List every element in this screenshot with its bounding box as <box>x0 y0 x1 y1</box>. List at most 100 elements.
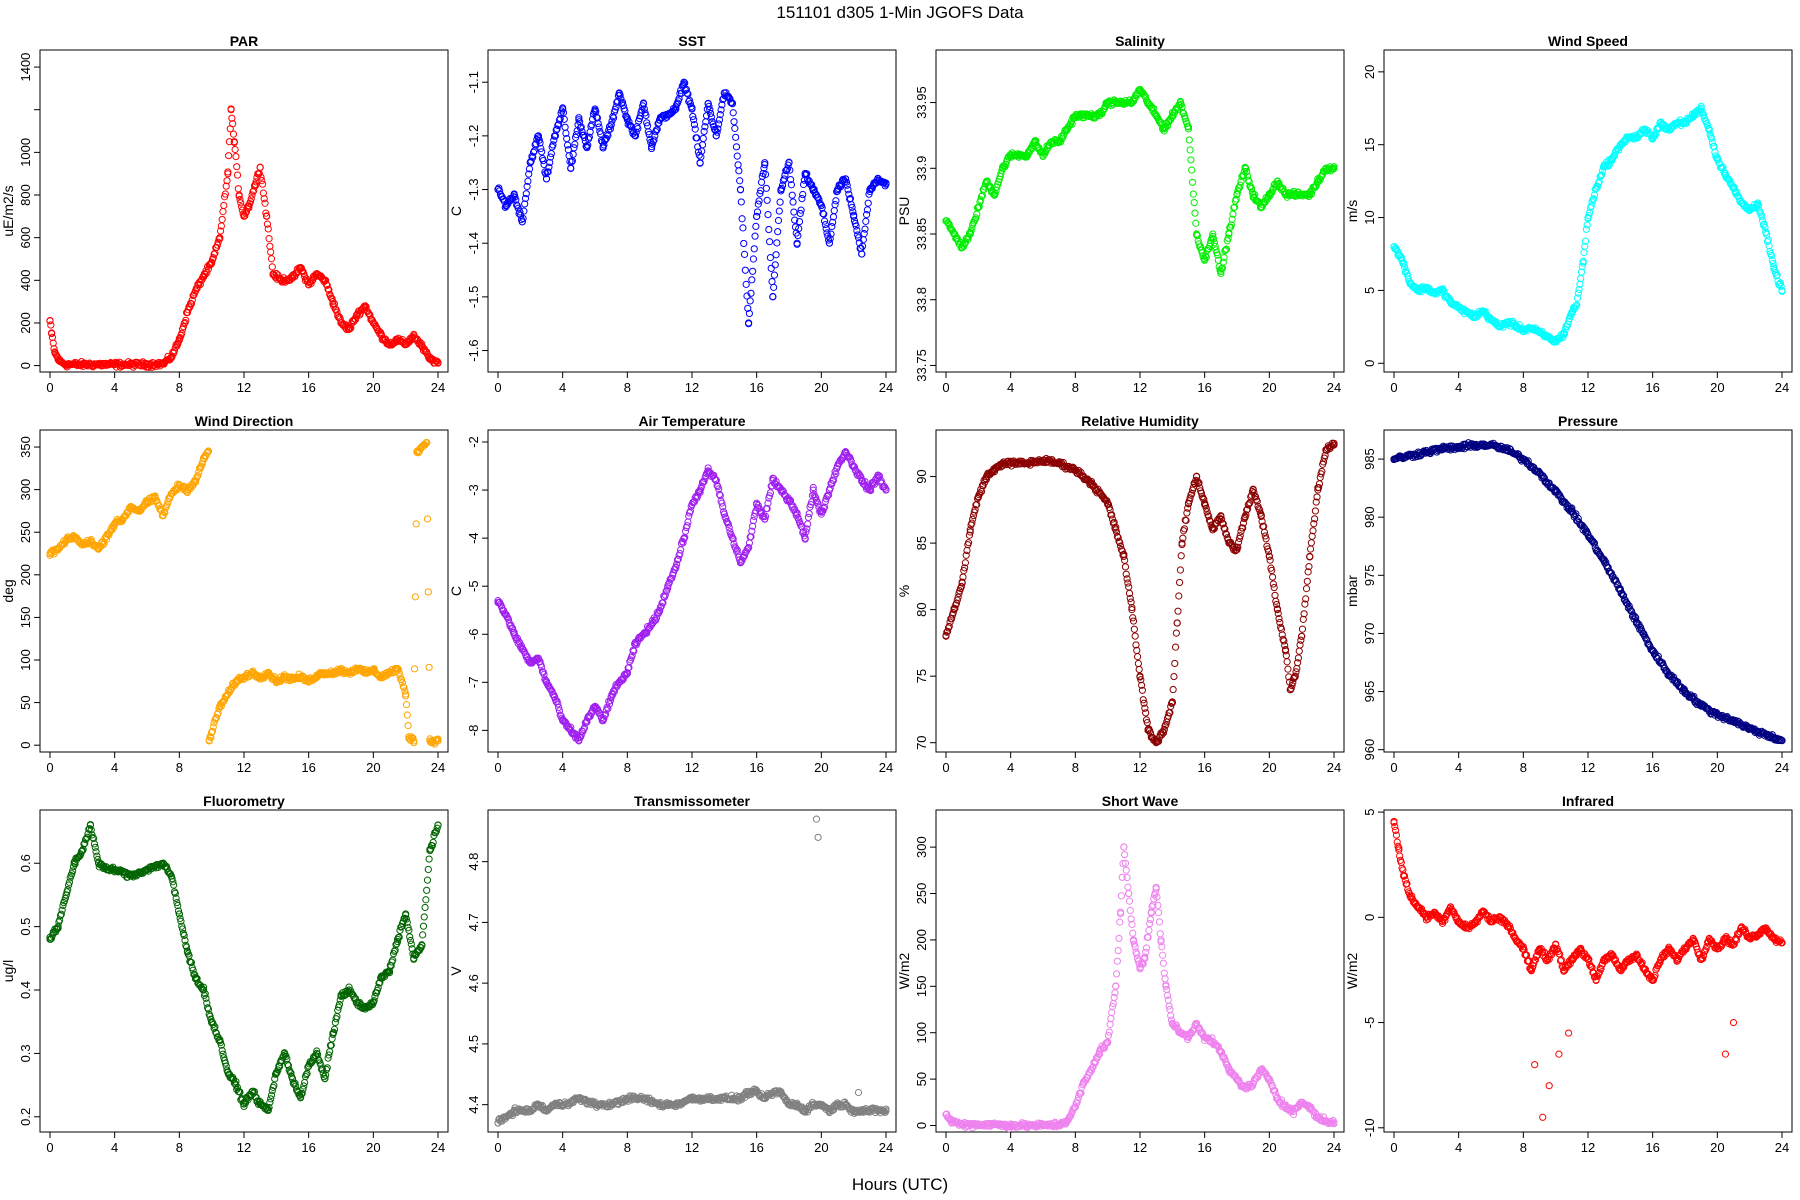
data-point-anchor <box>240 212 248 220</box>
x-tick-label: 0 <box>1390 380 1397 395</box>
data-point <box>223 177 231 185</box>
data-point <box>1224 234 1232 242</box>
data-point-anchor <box>1495 323 1503 331</box>
data-point <box>694 143 702 151</box>
data-point-anchor <box>1160 125 1168 133</box>
data-point <box>514 204 522 212</box>
data-point <box>737 198 745 206</box>
data-point-anchor <box>418 443 426 451</box>
data-point-anchor <box>793 239 801 247</box>
data-point-anchor <box>942 217 950 225</box>
data-point-anchor <box>1298 632 1306 640</box>
data-point <box>661 591 669 599</box>
data-point-anchor <box>321 669 329 677</box>
plot-frame <box>935 429 1345 753</box>
data-point <box>1180 525 1189 533</box>
data-point <box>588 115 597 123</box>
panel-title: SST <box>678 33 706 49</box>
data-point <box>539 156 547 165</box>
y-tick-label: 100 <box>18 649 33 671</box>
data-point <box>521 200 529 208</box>
data-point <box>1282 651 1290 660</box>
data-point-anchor <box>313 270 321 278</box>
data-point <box>762 184 770 192</box>
data-point <box>1255 505 1263 513</box>
data-point <box>845 190 853 198</box>
data-point <box>570 144 578 152</box>
data-point <box>756 189 764 198</box>
data-point <box>1187 491 1195 499</box>
y-tick-label: 90 <box>914 469 929 483</box>
plot-frame <box>1383 49 1793 373</box>
data-point <box>282 276 290 285</box>
data-point <box>250 187 258 195</box>
data-point <box>1245 500 1253 508</box>
data-point-anchor <box>1289 190 1298 199</box>
data-point <box>1220 254 1228 262</box>
data-point <box>1190 198 1198 207</box>
data-point <box>773 239 781 247</box>
data-point <box>771 261 779 269</box>
data-point-anchor <box>850 462 858 470</box>
data-point <box>1159 729 1168 737</box>
data-point <box>1275 615 1283 623</box>
data-point-anchor <box>1600 162 1608 171</box>
data-point-anchor <box>990 190 999 199</box>
data-point <box>1708 134 1716 142</box>
data-point <box>1619 592 1628 600</box>
data-point-anchor <box>688 500 696 509</box>
data-point <box>776 198 784 206</box>
data-point <box>1197 489 1206 497</box>
data-point-anchor <box>841 175 850 183</box>
data-point-anchor <box>1257 204 1265 212</box>
data-point <box>1759 217 1767 225</box>
data-point <box>595 123 603 131</box>
data-point <box>1756 209 1764 217</box>
data-point <box>1162 123 1170 131</box>
data-point-anchor <box>1120 98 1128 107</box>
data-point <box>831 201 839 209</box>
y-tick-label: 85 <box>914 536 929 550</box>
data-point <box>1312 181 1320 190</box>
data-point-anchor <box>1406 279 1414 287</box>
data-point-anchor <box>1249 190 1257 199</box>
data-point <box>1127 598 1135 606</box>
data-point <box>1765 242 1773 250</box>
data-point <box>549 141 557 149</box>
y-axis-label: C <box>448 206 464 216</box>
x-tick-label: 4 <box>559 380 566 395</box>
x-tick-label: 12 <box>685 380 699 395</box>
data-point <box>689 112 697 121</box>
data-point <box>1222 246 1230 254</box>
data-point <box>1761 223 1769 232</box>
data-point <box>1175 592 1183 600</box>
data-point <box>713 128 721 136</box>
data-point-anchor <box>353 664 361 673</box>
data-point-anchor <box>567 726 575 734</box>
data-point <box>977 196 985 204</box>
data-point <box>951 604 959 613</box>
data-point <box>1299 615 1307 623</box>
data-point <box>1631 613 1639 621</box>
data-point <box>546 684 554 692</box>
data-point-anchor <box>672 563 680 571</box>
data-point-anchor <box>656 606 664 614</box>
data-point <box>965 531 974 539</box>
data-point <box>686 100 694 108</box>
data-point <box>182 484 190 492</box>
data-point-anchor <box>1201 499 1209 507</box>
data-point <box>749 255 758 263</box>
data-point-anchor <box>1168 699 1176 707</box>
data-point <box>795 224 803 233</box>
x-tick-label: 20 <box>1262 380 1276 395</box>
data-point <box>1253 497 1261 505</box>
data-point <box>972 214 980 222</box>
data-point <box>732 133 740 141</box>
data-point-anchor <box>736 185 745 194</box>
x-tick-label: 24 <box>1775 380 1789 395</box>
data-point <box>1232 195 1240 203</box>
data-point-anchor <box>1306 552 1314 561</box>
data-point-anchor <box>599 143 607 151</box>
y-tick-label: 33.75 <box>914 349 929 382</box>
